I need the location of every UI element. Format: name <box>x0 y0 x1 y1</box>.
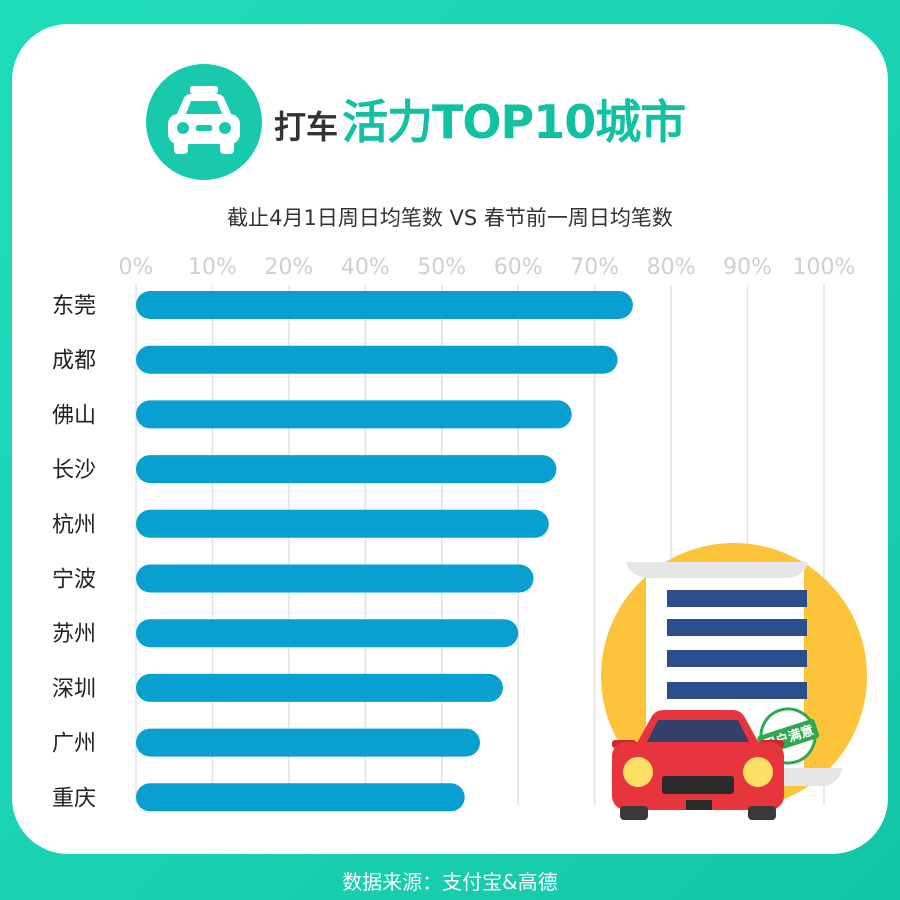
document-curl-top <box>626 562 808 578</box>
category-label: 深圳 <box>52 677 96 702</box>
tick-label: 90% <box>723 255 772 280</box>
tick-label: 60% <box>494 255 543 280</box>
tick-label: 0% <box>119 255 154 280</box>
chart-subtitle: 截止4月1日周日均笔数 VS 春节前一周日均笔数 <box>227 206 673 230</box>
title-main: 活力TOP10城市 <box>342 95 686 149</box>
category-label: 佛山 <box>52 403 96 428</box>
tick-label: 70% <box>570 255 619 280</box>
bar <box>136 728 480 757</box>
category-label: 东莞 <box>52 294 96 319</box>
tick-label: 100% <box>793 255 856 280</box>
tick-label: 80% <box>647 255 696 280</box>
category-label: 长沙 <box>52 458 96 483</box>
category-label: 苏州 <box>52 622 96 647</box>
chart-title: 打车 活力TOP10城市 <box>274 86 686 149</box>
document-stripe <box>667 650 807 667</box>
bar <box>136 455 557 484</box>
category-label: 广州 <box>52 732 96 757</box>
x-axis-ticks: 0% 10% 20% 40% 50% 60% 70% 80% 90% 100% <box>119 255 856 280</box>
main-card: 打车 活力TOP10城市 截止4月1日周日均笔数 VS 春节前一周日均笔数 <box>12 24 888 854</box>
bar <box>136 291 633 319</box>
data-source: 数据来源：支付宝&高德 <box>342 870 558 894</box>
bar <box>136 509 549 538</box>
bars <box>136 291 633 812</box>
car-icon <box>612 710 784 820</box>
category-label: 成都 <box>52 349 96 374</box>
bar <box>136 673 503 702</box>
document-stripe <box>667 619 807 636</box>
category-label: 杭州 <box>52 513 96 538</box>
tick-label: 20% <box>264 255 313 280</box>
bar <box>136 564 534 593</box>
category-label: 重庆 <box>52 786 96 811</box>
tick-label: 40% <box>341 255 390 280</box>
tick-label: 10% <box>188 255 237 280</box>
bar <box>136 345 618 374</box>
taxi-icon <box>146 64 262 180</box>
document-stripe <box>667 682 807 699</box>
category-label: 宁波 <box>52 568 96 593</box>
title-prefix: 打车 <box>274 108 339 146</box>
document-stripe <box>667 590 807 607</box>
report-illustration: 用户满意 <box>601 543 867 820</box>
tick-label: 50% <box>417 255 466 280</box>
bar <box>136 619 519 648</box>
bar <box>136 783 465 812</box>
bar <box>136 400 572 429</box>
